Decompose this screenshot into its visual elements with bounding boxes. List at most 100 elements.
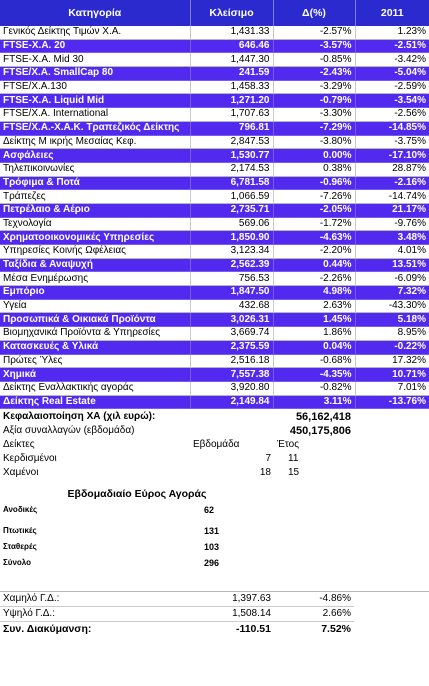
index-change: -3.30% [273,107,356,122]
index-ytd: -17.10% [355,148,429,163]
index-name: Μέσα Ενημέρωσης [0,271,191,287]
index-change: -1.72% [273,217,356,232]
index-ytd: 13.51% [355,258,429,273]
index-row: Πετρέλαιο & Αέριο 2,735.71 -2.05% 21.17% [0,203,429,218]
index-close: 1,066.59 [190,189,274,204]
index-close: 1,271.20 [190,93,274,109]
index-close: 1,850.90 [190,230,274,245]
index-row: Χημικά 7,557.38 -4.35% 10.71% [0,367,429,382]
index-name: Τράπεζες [0,189,191,204]
index-name: Κατασκευές & Υλικά [0,340,191,355]
index-name: FTSE-X.A. Mid 30 [0,52,191,68]
index-close: 1,431.33 [190,26,274,40]
index-name: Ασφάλειες [0,148,191,163]
index-ytd: 10.71% [355,367,429,382]
index-name: Χρηματοοικονομικές Υπηρεσίες [0,230,191,245]
losers-week: 18 [259,467,271,479]
index-ytd: 1.23% [355,26,429,40]
index-change: -4.35% [273,367,356,382]
index-close: 756.53 [190,271,274,287]
index-change: -3.57% [273,39,356,54]
index-change: -0.82% [273,381,356,396]
index-close: 1,530.77 [190,148,274,163]
index-row: Τρόφιμα & Ποτά 6,781.58 -0.96% -2.16% [0,176,429,191]
variation-label: Συν. Διακύμανση: [3,623,92,636]
index-row: Δείκτης Real Estate 2,149.84 3.11% -13.76% [0,395,429,410]
index-close: 1,458.33 [190,80,274,95]
index-ytd: -2.16% [355,176,429,191]
index-change: -2.20% [273,244,356,259]
index-close: 2,174.53 [190,162,274,177]
index-change: -0.68% [273,354,356,369]
index-ytd: -14.74% [355,189,429,204]
index-change: 0.04% [273,340,356,355]
variation-pct: 7.52% [321,623,351,636]
index-change: -2.57% [273,26,356,40]
index-row: Υπηρεσίες Κοινής Ωφέλειας 3,123.34 -2.20% 4… [0,244,429,259]
index-ytd: 7.01% [355,381,429,396]
index-change: -4.63% [273,230,356,245]
index-name: Προσωπικά & Οικιακά Προϊόντα [0,312,191,328]
cap-value: 56,162,418 [295,411,351,424]
cap-label: Κεφαλαιοποίηση ΧΑ (χιλ ευρώ): [3,411,156,423]
index-ytd: -2.59% [355,80,429,95]
index-close: 2,735.71 [190,203,274,218]
index-ytd: -13.76% [355,395,429,410]
low-pct: -4.86% [274,591,354,608]
low-label: Χαμηλό Γ.Δ.: [0,591,190,608]
index-change: 4.98% [273,285,356,300]
index-row: Εμπόριο 1,847.50 4.98% 7.32% [0,285,429,300]
index-change: -3.80% [273,135,356,150]
volume-value: 450,175,806 [289,425,351,438]
index-name: Τεχνολογία [0,217,191,232]
index-name: Υπηρεσίες Κοινής Ωφέλειας [0,244,191,259]
index-ytd: -14.85% [355,121,429,136]
index-ytd: -3.75% [355,135,429,150]
index-row: Πρώτες Ύλες 2,516.18 -0.68% 17.32% [0,354,429,369]
index-name: FTSE-X.A. 20 [0,39,191,54]
index-close: 432.68 [190,299,274,314]
breadth-up-label: Ανοδικές [3,505,38,515]
index-change: 2.63% [273,299,356,314]
index-name: Δείκτης Real Estate [0,395,191,410]
index-close: 1,707.63 [190,107,274,122]
index-ytd: -5.04% [355,66,429,81]
index-close: 796.81 [190,121,274,136]
index-ytd: 7.32% [355,285,429,300]
index-table-header: Κατηγορία Κλείσιμο Δ(%) 2011 [0,0,429,26]
index-row: FTSE/X.A. International 1,707.63 -3.30% -2.… [0,107,429,122]
header-ytd: 2011 [355,0,429,26]
index-close: 3,026.31 [190,312,274,328]
index-name: FTSE/X.A.130 [0,80,191,95]
index-close: 1,447.30 [190,52,274,68]
breadth-down-label: Πτωτικές [3,526,37,536]
index-change: 0.44% [273,258,356,273]
variation-value: -110.51 [235,623,271,636]
index-row: Βιομηχανικά Προϊόντα & Υπηρεσίες 3,669.74… [0,326,429,341]
index-table-body: Γενικός Δείκτης Τιμών Χ.Α. 1,431.33 -2.57%… [0,26,429,410]
index-ytd: 17.32% [355,354,429,369]
index-name: Βιομηχανικά Προϊόντα & Υπηρεσίες [0,326,191,341]
market-breadth: Εβδομαδιαίο Εύρος Αγοράς Ανοδικές 62 Πτω… [0,486,429,571]
index-ytd: -3.42% [355,52,429,68]
high-value: 1,508.14 [190,606,274,623]
index-name: Ταξίδια & Αναψυχή [0,258,191,273]
index-change: 3.11% [273,395,356,410]
breadth-flat-label: Σταθερές [3,542,37,552]
index-change: -0.85% [273,52,356,68]
index-name: FTSE/X.A. SmallCap 80 [0,66,191,81]
index-name: FTSE/X.A.-X.A.K. Τραπεζικός Δείκτης [0,121,191,136]
index-change: -2.26% [273,271,356,287]
index-change: 1.86% [273,326,356,341]
index-row: Μέσα Ενημέρωσης 756.53 -2.26% -6.09% [0,271,429,287]
volume-label: Αξία συναλλαγών (εβδομάδα) [3,425,135,437]
losers-year: 15 [288,467,300,479]
breadth-down-value: 131 [204,526,220,537]
index-change: 1.45% [273,312,356,328]
index-change: 0.38% [273,162,356,177]
index-change: -0.79% [273,93,356,109]
index-close: 2,149.84 [190,395,274,410]
index-row: Προσωπικά & Οικιακά Προϊόντα 3,026.31 1.45… [0,312,429,328]
index-change: -7.29% [273,121,356,136]
index-ytd: -2.51% [355,39,429,54]
